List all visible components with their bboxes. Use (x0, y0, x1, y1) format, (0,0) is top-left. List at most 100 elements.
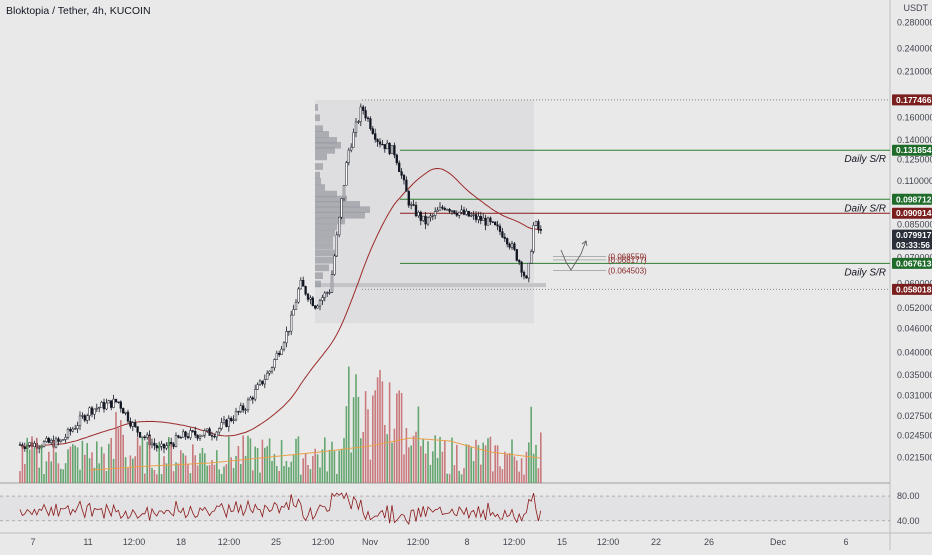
volume-bar (172, 471, 175, 483)
candle-body (191, 430, 194, 432)
price-tag (892, 144, 932, 156)
candle-body (431, 215, 434, 217)
price-tick-label: 0.140000 (897, 135, 932, 145)
volume-bar (415, 431, 417, 483)
candle-body (515, 249, 518, 261)
candle-body (503, 236, 506, 239)
volume-bar (194, 455, 196, 483)
candle-body (86, 415, 89, 421)
candle-body (131, 422, 134, 427)
candle-body (398, 162, 401, 172)
candle-body (282, 342, 286, 350)
volume-bar (523, 474, 525, 483)
volume-bar (249, 438, 252, 483)
volume-bar (352, 397, 355, 483)
currency-label: USDT (904, 3, 929, 13)
price-tick-label: 0.070000 (897, 253, 932, 263)
candle-body (326, 292, 329, 294)
candle-body (122, 408, 125, 414)
candle-body (160, 443, 163, 447)
candle-body (374, 133, 377, 140)
volume-bar (441, 451, 444, 483)
candle-body (134, 422, 137, 427)
volume-bar (52, 440, 55, 483)
volume-profile-bar (315, 141, 341, 149)
candle-body (405, 179, 408, 192)
candle-body (450, 210, 454, 212)
candle-body (290, 314, 293, 332)
candle-body (455, 213, 458, 216)
volume-bar (328, 449, 331, 483)
candle-body (62, 439, 65, 441)
volume-bar (408, 447, 410, 483)
candle-body (434, 211, 437, 216)
sr-level-label: Daily S/R (844, 267, 886, 278)
candle-body (482, 217, 485, 221)
time-tick-label: 12:00 (597, 537, 620, 547)
volume-bar (494, 445, 496, 483)
candle-body (81, 415, 84, 417)
volume-bar (76, 447, 79, 483)
candle-body (88, 407, 91, 417)
volume-profile-bar (315, 153, 327, 161)
candle-body (270, 367, 274, 372)
candle-body (184, 431, 187, 437)
volume-bar (72, 444, 74, 483)
candle-body (352, 132, 355, 148)
volume-bar (261, 439, 264, 483)
candle-body (441, 206, 444, 209)
candle-body (28, 442, 31, 446)
price-tick-label: 0.024500 (897, 430, 932, 440)
candle-body (318, 300, 322, 307)
volume-bar (420, 446, 422, 483)
candle-body (491, 221, 494, 223)
volume-bar (453, 465, 456, 483)
candle-body (429, 215, 432, 218)
candle-body (83, 415, 86, 421)
candle-body (383, 144, 386, 150)
volume-profile-bar (315, 163, 323, 170)
volume-bar (45, 461, 48, 483)
price-tag-countdown: 03:33:56 (896, 240, 930, 250)
volume-bar (168, 436, 170, 483)
volume-bar (266, 446, 268, 483)
price-tag (892, 229, 932, 250)
candle-body (66, 428, 70, 438)
candle-body (76, 425, 79, 429)
volume-bar (91, 452, 93, 483)
time-tick-label: Dec (770, 537, 787, 547)
volume-bar (484, 445, 487, 483)
volume-bar (40, 444, 43, 483)
time-tick-label: 18 (176, 537, 186, 547)
candle-body (498, 225, 502, 232)
candle-body (508, 243, 511, 248)
candle-body (400, 171, 403, 176)
volume-bar (297, 436, 300, 483)
time-tick-label: 8 (464, 537, 469, 547)
volume-bar (237, 445, 240, 483)
candle-body (201, 434, 204, 437)
volume-profile-bar (315, 125, 323, 133)
sr-level-label: Daily S/R (844, 154, 886, 165)
candle-body (210, 435, 214, 437)
price-tick-label: 0.210000 (897, 66, 932, 76)
volume-bar (482, 442, 484, 483)
candle-body (194, 430, 197, 436)
candle-body (311, 297, 314, 307)
candle-body (71, 428, 74, 432)
candle-body (388, 142, 391, 154)
volume-bar (280, 440, 283, 483)
volume-bar (139, 445, 141, 483)
projection-arrow (581, 240, 588, 247)
candle-body (124, 411, 127, 414)
candle-body (532, 225, 535, 252)
candle-body (90, 407, 94, 415)
volume-profile-bar (315, 137, 337, 144)
volume-bar (108, 443, 110, 483)
volume-bar (160, 474, 163, 483)
candle-body (165, 445, 168, 449)
candle-body (102, 401, 106, 410)
volume-profile-bar (315, 104, 318, 111)
